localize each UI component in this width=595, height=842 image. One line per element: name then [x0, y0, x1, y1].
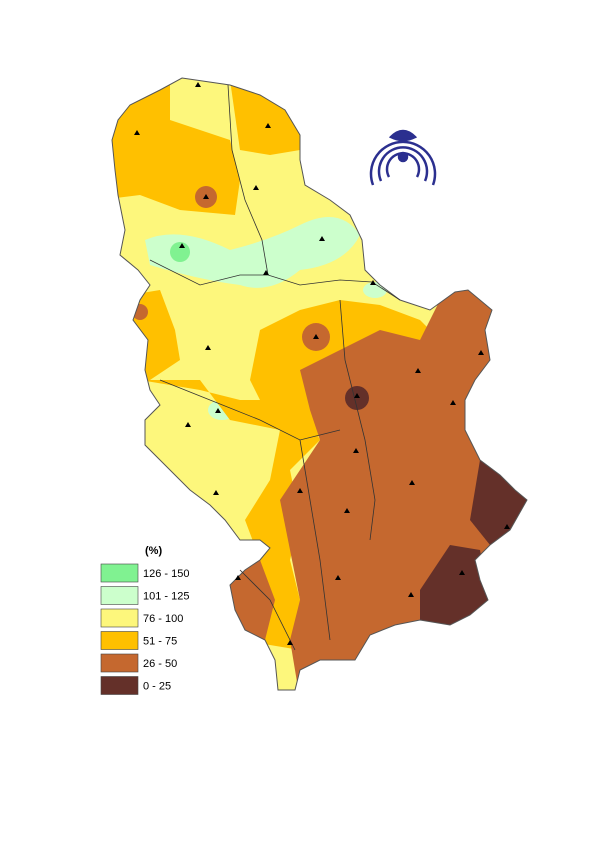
legend-swatch [100, 586, 139, 605]
legend-title: (%) [145, 545, 162, 557]
map-fill [112, 78, 527, 690]
legend-swatch [100, 608, 139, 628]
legend-swatch [100, 563, 139, 583]
legend-label: 126 - 150 [143, 568, 189, 580]
legend-swatch [100, 653, 139, 673]
legend-label: 51 - 75 [143, 635, 177, 647]
legend-swatch [100, 631, 139, 650]
legend-label: 76 - 100 [143, 613, 183, 625]
logo [369, 129, 437, 186]
legend: 126 - 150 101 - 125 76 - 100 51 - 75 26 - 50… [100, 563, 189, 695]
legend-label: 101 - 125 [143, 590, 189, 602]
rivers [149, 84, 401, 651]
legend-label: 26 - 50 [143, 658, 177, 670]
legend-label: 0 - 25 [143, 680, 171, 692]
legend-swatch [100, 676, 139, 695]
